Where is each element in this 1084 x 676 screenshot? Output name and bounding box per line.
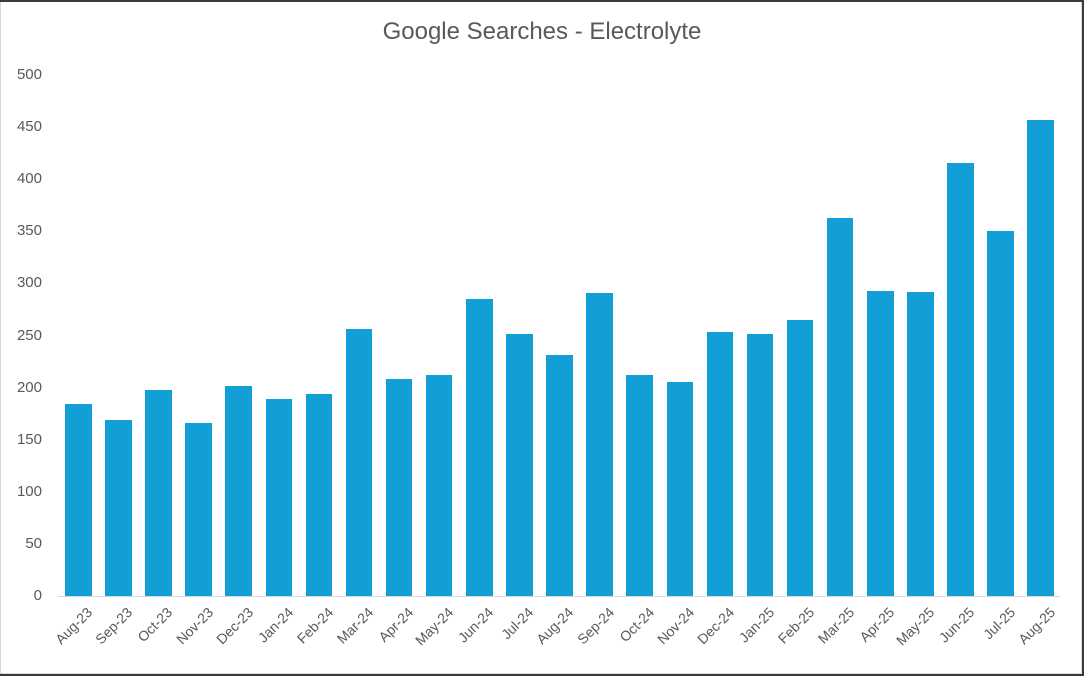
bar-mar-25 (826, 217, 854, 596)
bar-aug-24 (546, 355, 573, 596)
bar-jan-25 (746, 334, 774, 596)
chart-title: Google Searches - Electrolyte (382, 18, 702, 45)
y-tick-label: 250 (16, 326, 42, 344)
y-tick-label: 350 (16, 222, 42, 240)
bar-apr-25 (867, 290, 894, 596)
y-tick-label: 200 (16, 378, 42, 396)
x-axis-line (58, 596, 1060, 597)
bar-aug-23 (65, 404, 92, 596)
bar-nov-23 (185, 423, 212, 596)
bar-jun-24 (466, 299, 493, 596)
bar-dec-24 (706, 332, 734, 596)
bar-oct-24 (626, 375, 653, 596)
bar-jul-25 (987, 231, 1014, 596)
bar-apr-24 (385, 379, 413, 596)
bar-sep-24 (586, 292, 613, 596)
bar-jul-24 (506, 334, 533, 596)
y-tick-label: 50 (25, 534, 42, 552)
bar-sep-23 (105, 419, 132, 596)
y-tick-label: 450 (16, 118, 42, 136)
bar-feb-25 (786, 319, 814, 596)
y-tick-label: 500 (16, 66, 42, 83)
y-tick-label: 150 (16, 430, 42, 448)
bar-may-25 (907, 291, 934, 596)
y-tick-label: 300 (16, 274, 42, 292)
bar-jan-24 (265, 399, 292, 596)
bar-jun-25 (947, 162, 974, 596)
bar-oct-23 (145, 389, 172, 596)
bar-may-24 (425, 375, 453, 596)
bar-feb-24 (305, 393, 333, 596)
y-tick-label: 0 (33, 587, 42, 604)
bar-dec-23 (225, 385, 252, 596)
bar-aug-25 (1027, 119, 1054, 596)
bar-mar-24 (345, 329, 373, 596)
bar-nov-24 (666, 382, 693, 596)
y-tick-label: 100 (16, 482, 42, 500)
y-tick-label: 400 (16, 170, 42, 188)
